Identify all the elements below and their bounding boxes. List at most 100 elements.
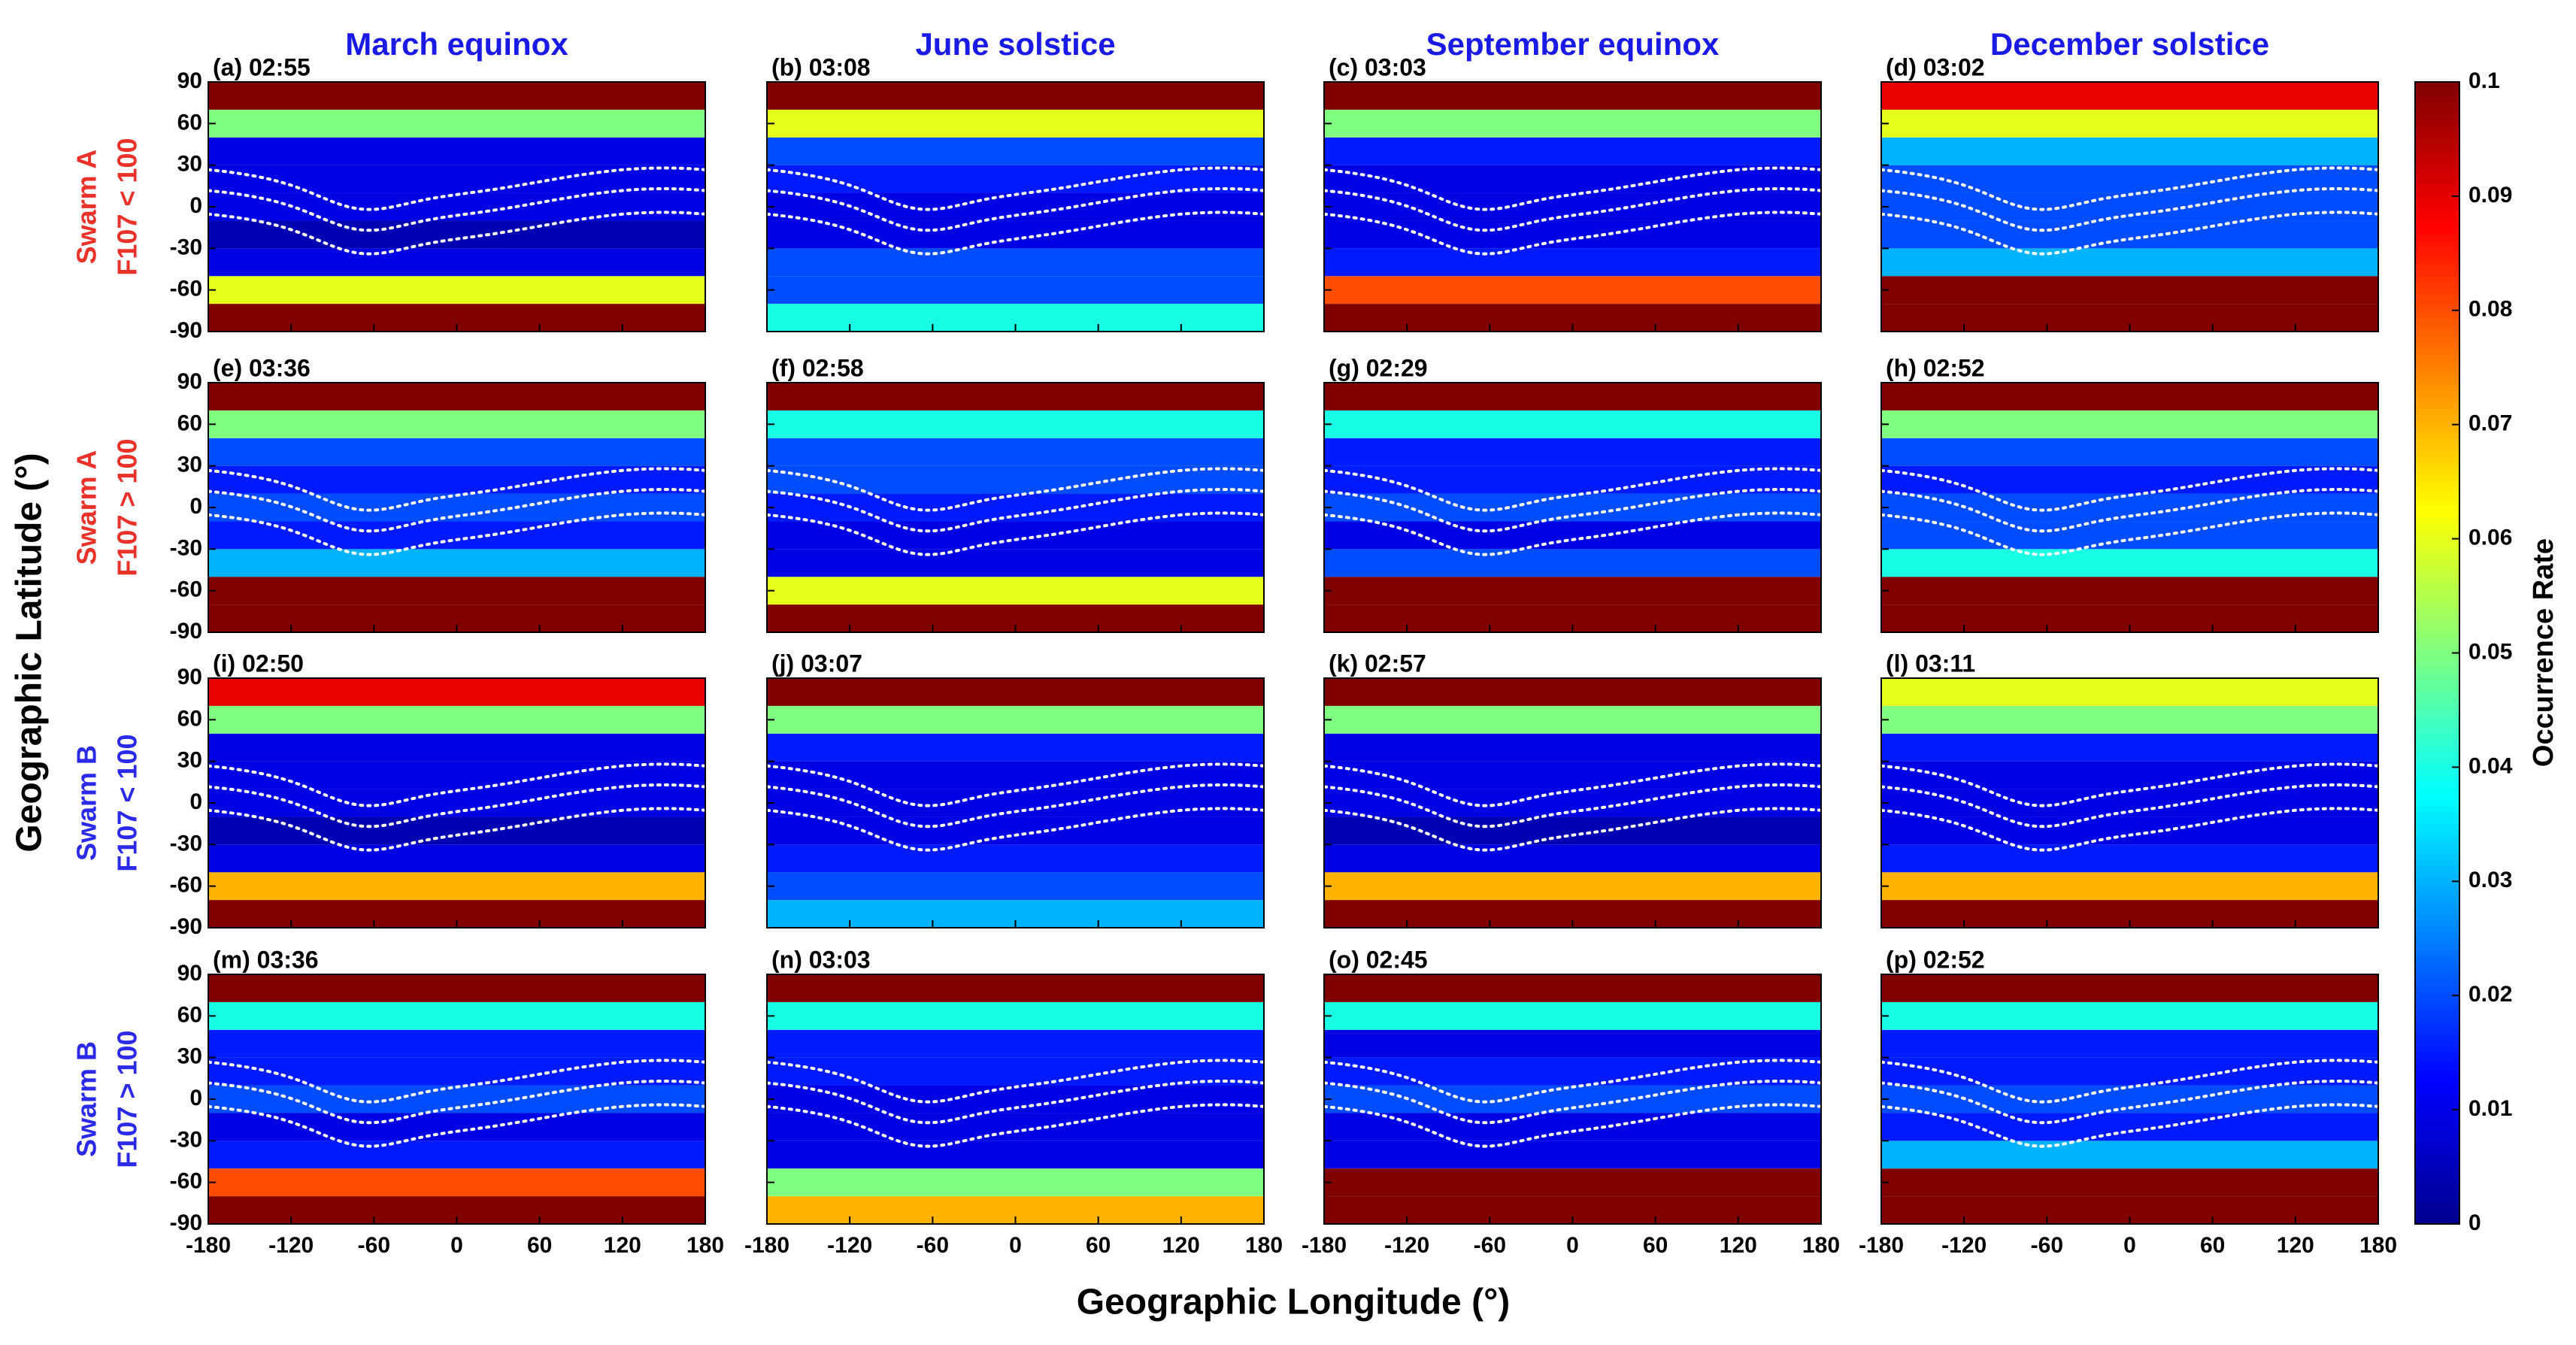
y-tick-label: 0 xyxy=(189,494,202,519)
heatmap-cell xyxy=(208,438,705,466)
heatmap-cell xyxy=(208,1001,705,1030)
dip-latitude-curve xyxy=(1880,783,2380,829)
heatmap-cell xyxy=(767,549,1264,577)
dip-latitude-curve xyxy=(1880,211,2380,256)
dip-latitude-curve xyxy=(207,1103,707,1148)
y-tick-label: 90 xyxy=(177,961,202,986)
heatmap-cell xyxy=(1324,521,1821,550)
panel-title: (m) 03:36 xyxy=(213,946,319,973)
heatmap-cell xyxy=(208,276,705,304)
heatmap-cell xyxy=(767,1001,1264,1030)
x-tick-label: -180 xyxy=(186,1233,231,1258)
dip-latitude-curve xyxy=(765,1103,1265,1148)
heatmap-cell xyxy=(767,1168,1264,1197)
y-tick-label: 0 xyxy=(189,1086,202,1110)
y-tick-label: -30 xyxy=(170,235,202,259)
panel-title: (o) 02:45 xyxy=(1329,946,1428,973)
heatmap-cell xyxy=(1324,549,1821,577)
heatmap-cell xyxy=(1881,383,2378,410)
dip-latitude-curve xyxy=(207,762,707,807)
dip-latitude-curve xyxy=(765,762,1265,807)
heatmap-cell xyxy=(208,577,705,605)
dip-latitude-curve xyxy=(1323,487,1823,533)
y-tick-label: -30 xyxy=(170,831,202,856)
heatmap-cell xyxy=(208,678,705,706)
heatmap-cell xyxy=(1324,1113,1821,1141)
colorbar-label: Occurrence Rate xyxy=(2528,538,2559,767)
y-tick-label: -90 xyxy=(170,318,202,343)
heatmap-cell xyxy=(1324,82,1821,110)
dip-latitude-curve xyxy=(765,166,1265,211)
heatmap-cell xyxy=(1881,733,2378,762)
panel-title: (i) 02:50 xyxy=(213,650,304,677)
heatmap-cell xyxy=(1881,1141,2378,1169)
heatmap-cell xyxy=(208,109,705,138)
dip-latitude-curve xyxy=(207,467,707,512)
panel-title: (k) 02:57 xyxy=(1329,650,1426,677)
dip-latitude-curve xyxy=(1323,211,1823,256)
dip-latitude-curve xyxy=(1323,762,1823,807)
y-tick-label: -60 xyxy=(170,577,202,602)
heatmap-cell xyxy=(1881,137,2378,165)
dip-latitude-curve xyxy=(207,487,707,533)
heatmap-cell xyxy=(1324,1141,1821,1169)
x-tick-label: 180 xyxy=(1802,1233,1840,1258)
panel-title: (e) 03:36 xyxy=(213,354,311,381)
heatmap-cell xyxy=(1881,220,2378,249)
panel-title: (l) 03:11 xyxy=(1886,650,1975,677)
heatmap-cell xyxy=(767,705,1264,734)
heatmap-cell xyxy=(767,276,1264,304)
heatmap-cell xyxy=(208,383,705,410)
panel-title: (b) 03:08 xyxy=(771,53,871,80)
x-tick-label: 60 xyxy=(527,1233,552,1258)
heatmap-cell xyxy=(1881,549,2378,577)
y-tick-label: -30 xyxy=(170,535,202,560)
heatmap-cell xyxy=(208,1168,705,1197)
colorbar-tick-label: 0 xyxy=(2468,1210,2481,1235)
x-tick-label: 120 xyxy=(1162,1233,1200,1258)
heatmap-cell xyxy=(767,678,1264,706)
y-tick-label: 0 xyxy=(189,789,202,814)
dip-latitude-curve xyxy=(1880,1059,2380,1104)
x-tick-label: -120 xyxy=(268,1233,314,1258)
column-title: March equinox xyxy=(345,26,568,62)
heatmap-cell xyxy=(208,137,705,165)
heatmap-cell xyxy=(1324,872,1821,901)
dip-latitude-curve xyxy=(1880,186,2380,232)
heatmap-cell xyxy=(1881,438,2378,466)
x-tick-label: 120 xyxy=(1720,1233,1757,1258)
y-tick-label: 60 xyxy=(177,410,202,435)
heatmap-cell xyxy=(767,577,1264,605)
colorbar-tick-label: 0.02 xyxy=(2468,982,2512,1007)
dip-latitude-curve xyxy=(1880,1103,2380,1148)
dip-latitude-curve xyxy=(207,166,707,211)
dip-latitude-curve xyxy=(207,1079,707,1125)
heatmap-cell xyxy=(767,844,1264,873)
dip-latitude-curve xyxy=(1880,467,2380,512)
x-axis-label: Geographic Longitude (°) xyxy=(1077,1283,1511,1322)
heatmap-cell xyxy=(208,248,705,277)
x-tick-label: -180 xyxy=(1302,1233,1347,1258)
y-tick-label: 30 xyxy=(177,1044,202,1069)
x-tick-label: -180 xyxy=(1859,1233,1904,1258)
x-tick-label: -120 xyxy=(1384,1233,1429,1258)
heatmap-cell xyxy=(1324,705,1821,734)
heatmap-cell xyxy=(1881,1001,2378,1030)
row-label-condition: F107 > 100 xyxy=(112,438,143,576)
heatmap-cell xyxy=(208,1141,705,1169)
dip-latitude-curve xyxy=(207,1059,707,1104)
heatmap-cell xyxy=(767,521,1264,550)
heatmap-cell xyxy=(767,248,1264,277)
heatmap-cell xyxy=(767,220,1264,249)
heatmap-cell xyxy=(767,816,1264,845)
dip-latitude-curve xyxy=(1323,1079,1823,1125)
dip-latitude-curve xyxy=(765,1079,1265,1125)
column-title: June solstice xyxy=(915,26,1115,62)
x-tick-label: 120 xyxy=(2277,1233,2314,1258)
x-tick-label: 180 xyxy=(2359,1233,2397,1258)
heatmap-cell xyxy=(1881,276,2378,304)
panel-title: (p) 02:52 xyxy=(1886,946,1985,973)
heatmap-cell xyxy=(1881,1113,2378,1141)
dip-latitude-curve xyxy=(765,487,1265,533)
heatmap-cell xyxy=(1324,220,1821,249)
